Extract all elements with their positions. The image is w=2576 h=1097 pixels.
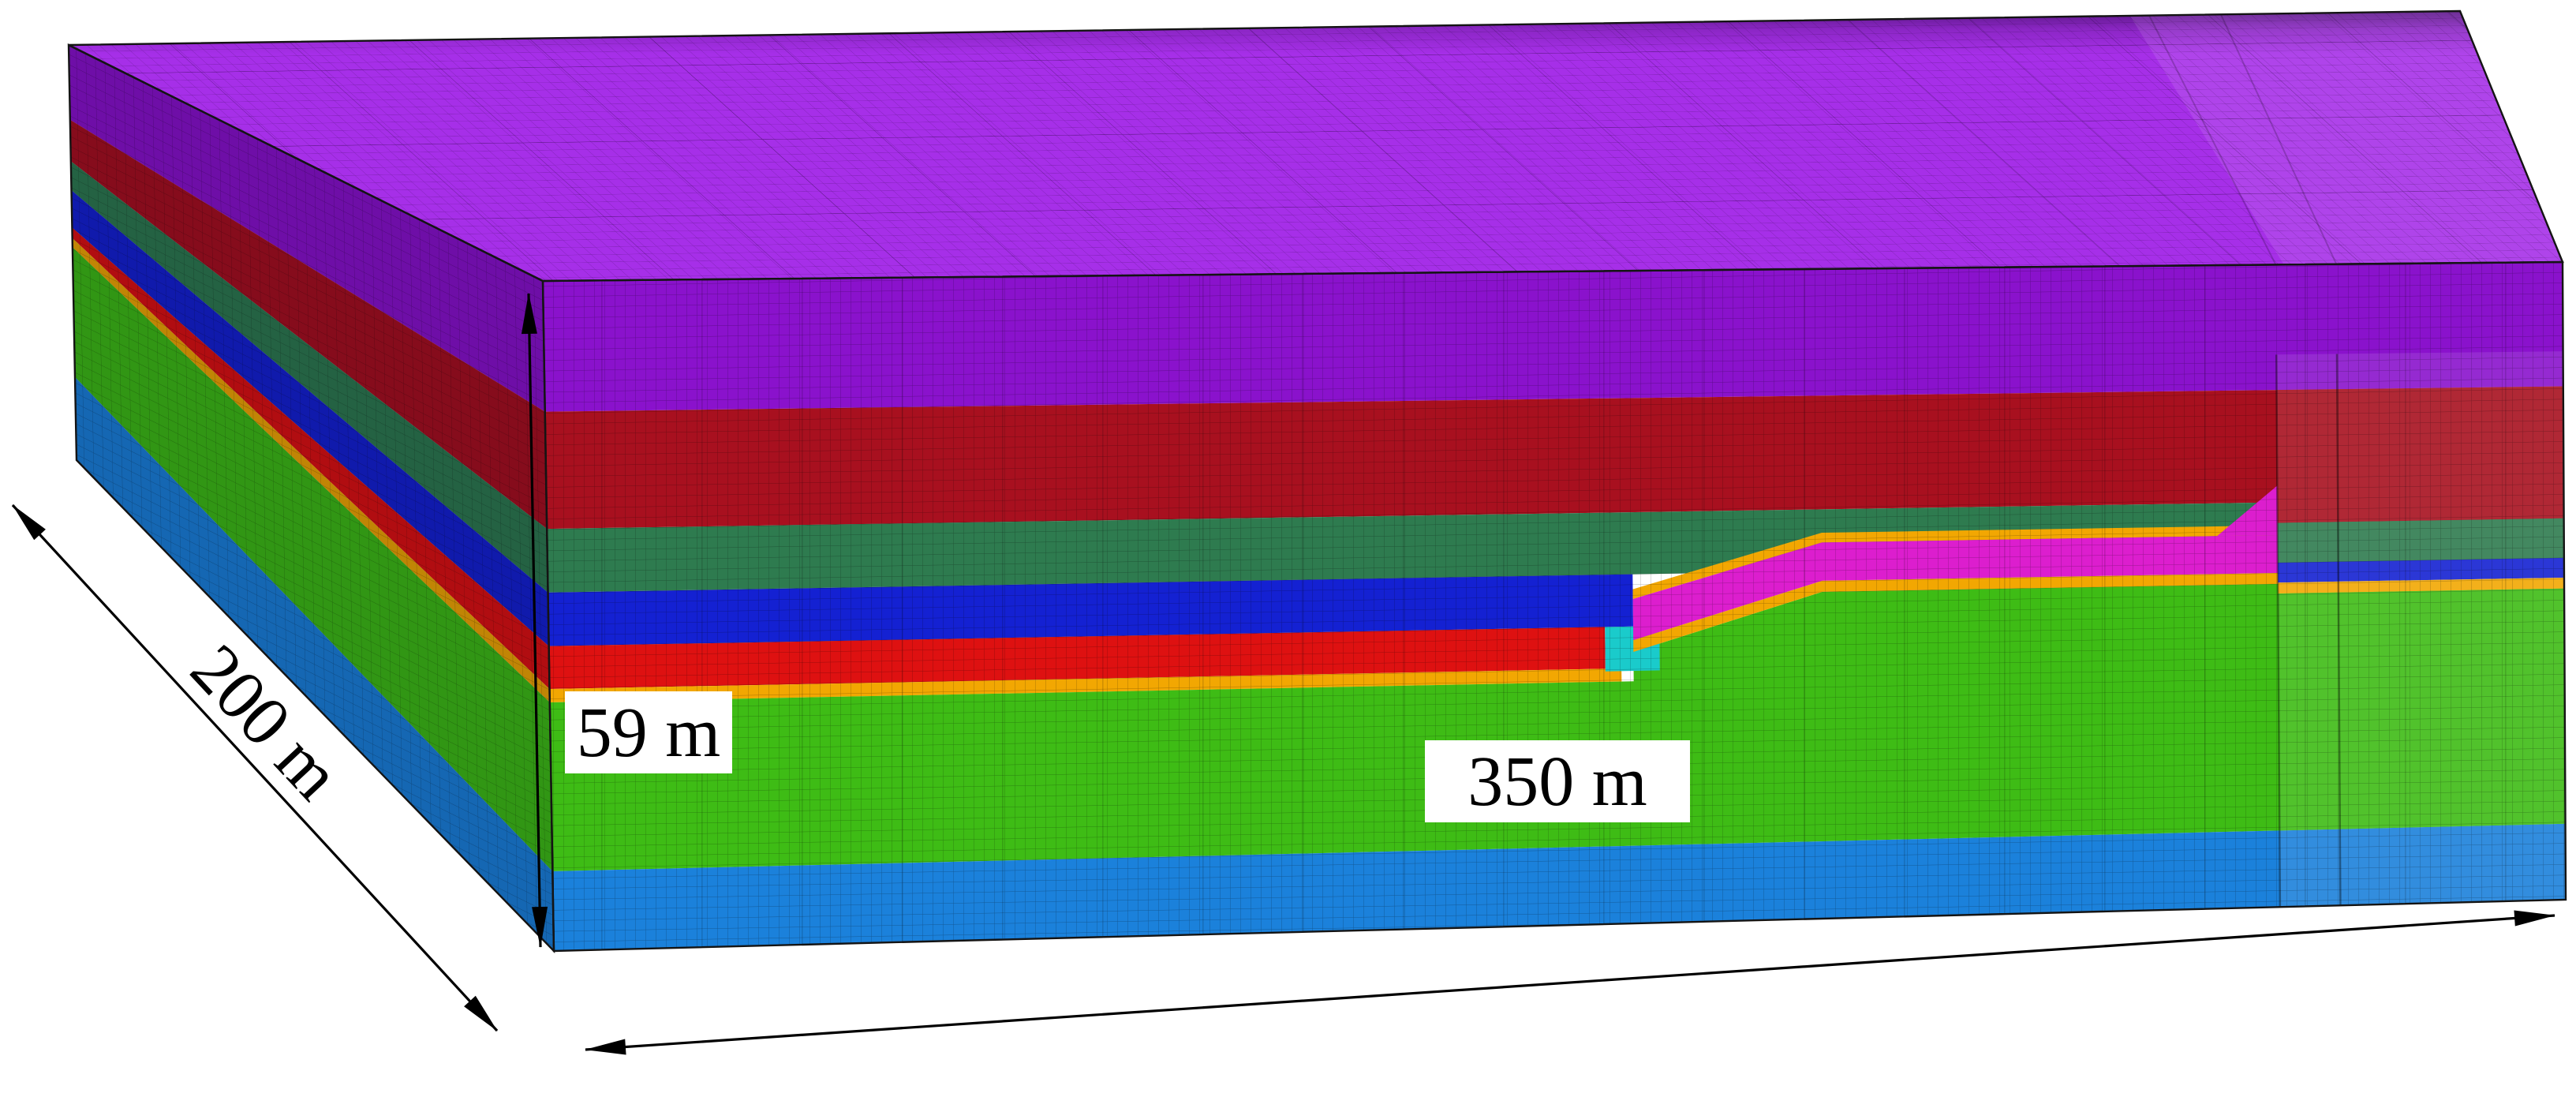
height-dimension-arrow <box>521 293 548 948</box>
front-fault-line <box>2275 354 2282 908</box>
front-fault-line <box>2335 354 2342 906</box>
top-fault-trace <box>2219 13 2338 265</box>
top-fault-trace <box>2148 15 2277 265</box>
top-face-outline <box>68 9 2564 283</box>
length-dimension-label: 350 m <box>1467 743 1647 821</box>
width-dimension-arrow <box>11 504 499 1032</box>
length-label-backdrop <box>1425 740 1690 822</box>
front-face-mesh-coarse <box>543 262 2566 951</box>
height-label-backdrop <box>565 691 732 773</box>
length-dimension-arrow <box>585 910 2555 1055</box>
box-edges <box>67 9 2567 954</box>
front-face <box>543 262 2566 951</box>
top-face-mesh-coarse <box>69 11 2563 281</box>
height-dimension-label: 59 m <box>577 694 721 772</box>
top-face <box>69 11 2563 281</box>
